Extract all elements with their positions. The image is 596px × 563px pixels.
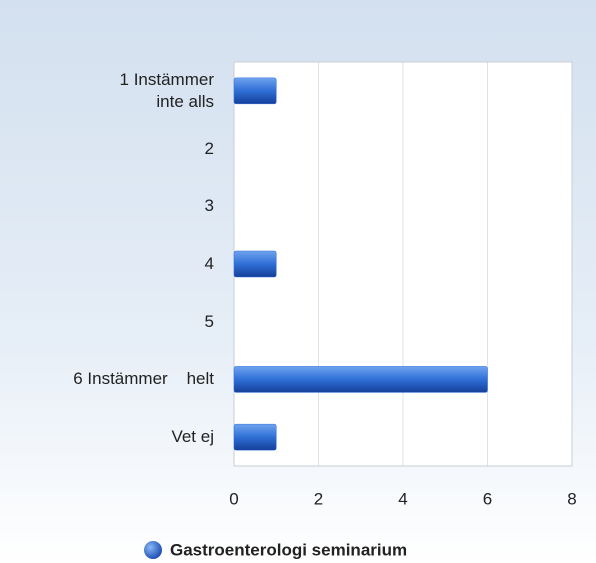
y-tick-label: 4	[204, 254, 214, 273]
y-tick-label: Vet ej	[171, 427, 214, 447]
y-tick-label: 2	[204, 138, 214, 158]
x-tick-label: 2	[314, 489, 323, 508]
bar	[233, 77, 277, 105]
legend-marker	[144, 541, 162, 559]
x-tick-label: 4	[398, 489, 407, 508]
bar	[233, 423, 277, 451]
y-tick-label: 1 Instämmer inte alls	[119, 69, 214, 111]
x-tick-label: 0	[229, 489, 238, 508]
bar	[233, 250, 277, 278]
x-tick-label: 8	[567, 489, 576, 508]
x-tick-label: 6	[483, 489, 492, 508]
y-tick-label: 5	[204, 311, 214, 331]
y-tick-label: 6 Instämmer helt	[73, 369, 214, 389]
legend-label: Gastroenterologi seminarium	[170, 540, 407, 559]
bar	[233, 366, 488, 393]
y-tick-label: 3	[204, 196, 214, 216]
